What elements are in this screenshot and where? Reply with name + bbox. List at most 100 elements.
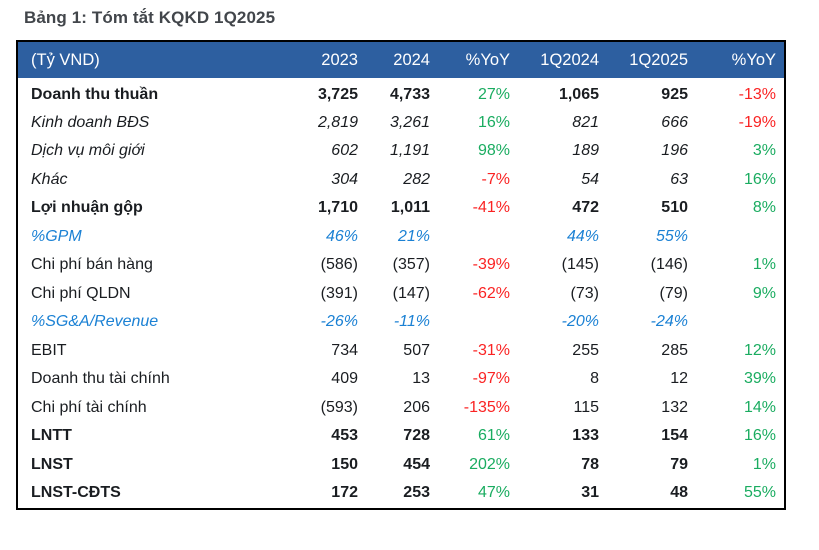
cell-value: 39% <box>743 370 776 388</box>
column-header-yoy-q: %YoY <box>688 42 784 82</box>
cell-value: 54 <box>581 170 599 188</box>
table-row: Doanh thu tài chính 409 13 -97% 8 12 39% <box>18 365 784 394</box>
cell-value: 925 <box>661 86 688 104</box>
table-title: Bảng 1: Tóm tắt KQKD 1Q2025 <box>24 8 276 27</box>
cell-value: 1,065 <box>558 86 599 104</box>
table-row: %SG&A/Revenue -26% -11% -20% -24% <box>18 308 784 337</box>
cell-value: 16% <box>743 170 776 188</box>
cell-value: 16% <box>743 427 776 445</box>
cell-value: 3% <box>752 142 776 160</box>
cell-value: 13 <box>412 370 430 388</box>
cell-value <box>688 223 784 252</box>
row-label: LNTT <box>31 427 72 445</box>
column-header-2024: 2024 <box>358 42 430 82</box>
cell-value: 61% <box>477 427 510 445</box>
row-label: Khác <box>31 170 68 188</box>
cell-value: -41% <box>472 199 510 217</box>
cell-value: 189 <box>572 142 599 160</box>
cell-value: (391) <box>320 284 358 302</box>
row-label: EBIT <box>31 341 67 359</box>
table-row: LNTT 453 728 61% 133 154 16% <box>18 422 784 451</box>
cell-value: 9% <box>752 284 776 302</box>
cell-value: 44% <box>566 227 599 245</box>
row-label: %SG&A/Revenue <box>31 313 159 331</box>
cell-value: (357) <box>392 256 430 274</box>
cell-value: 3,261 <box>389 113 430 131</box>
cell-value: -11% <box>393 313 430 331</box>
table-header: (Tỷ VND) 2023 2024 %YoY 1Q2024 1Q2025 %Y… <box>18 42 784 82</box>
cell-value: 8% <box>752 199 776 217</box>
cell-value: 3,725 <box>317 86 358 104</box>
cell-value: 16% <box>477 113 510 131</box>
cell-value <box>688 308 784 337</box>
table-row: Dịch vụ môi giới 602 1,191 98% 189 196 3… <box>18 137 784 166</box>
cell-value: -62% <box>472 284 510 302</box>
cell-value: 14% <box>743 398 776 416</box>
cell-value: (147) <box>392 284 430 302</box>
cell-value: 27% <box>477 86 510 104</box>
cell-value: -31% <box>472 341 510 359</box>
cell-value: 1,710 <box>317 199 358 217</box>
cell-value: (593) <box>320 398 358 416</box>
cell-value: 510 <box>661 199 688 217</box>
cell-value: -7% <box>481 170 510 188</box>
table-row: LNST-CĐTS 172 253 47% 31 48 55% <box>18 479 784 508</box>
row-label: Chi phí QLDN <box>31 284 131 302</box>
cell-value: 55% <box>655 227 688 245</box>
row-label: Dịch vụ môi giới <box>31 142 145 160</box>
cell-value: 2,819 <box>317 113 358 131</box>
table-row: Chi phí tài chính (593) 206 -135% 115 13… <box>18 394 784 423</box>
table-body: Doanh thu thuần 3,725 4,733 27% 1,065 92… <box>18 80 784 508</box>
table-row: EBIT 734 507 -31% 255 285 12% <box>18 337 784 366</box>
table-row: Kinh doanh BĐS 2,819 3,261 16% 821 666 -… <box>18 109 784 138</box>
cell-value: 285 <box>661 341 688 359</box>
kqkd-summary-table: (Tỷ VND) 2023 2024 %YoY 1Q2024 1Q2025 %Y… <box>18 42 784 508</box>
cell-value: 453 <box>331 427 358 445</box>
cell-value: 1% <box>752 256 776 274</box>
cell-value: (586) <box>320 256 358 274</box>
cell-value: -26% <box>320 313 358 331</box>
cell-value: -135% <box>463 398 510 416</box>
cell-value: -20% <box>561 313 599 331</box>
row-label: %GPM <box>31 227 82 245</box>
column-header-yoy: %YoY <box>430 42 510 82</box>
cell-value: 734 <box>331 341 358 359</box>
cell-value: 46% <box>325 227 358 245</box>
row-label: Doanh thu tài chính <box>31 370 170 388</box>
cell-value: -97% <box>472 370 510 388</box>
column-header-1q2024: 1Q2024 <box>510 42 599 82</box>
column-header-unit: (Tỷ VND) <box>18 42 268 82</box>
table-row: LNST 150 454 202% 78 79 1% <box>18 451 784 480</box>
cell-value: 150 <box>331 455 358 473</box>
cell-value: 409 <box>331 370 358 388</box>
summary-table-frame: (Tỷ VND) 2023 2024 %YoY 1Q2024 1Q2025 %Y… <box>16 40 786 510</box>
cell-value: 47% <box>477 484 510 502</box>
cell-value: 666 <box>661 113 688 131</box>
cell-value: 12% <box>743 341 776 359</box>
cell-value: 4,733 <box>389 86 430 104</box>
cell-value: 472 <box>572 199 599 217</box>
row-label: Chi phí tài chính <box>31 398 147 416</box>
row-label: Kinh doanh BĐS <box>31 113 150 131</box>
table-row: Lợi nhuận gộp 1,710 1,011 -41% 472 510 8… <box>18 194 784 223</box>
row-label: LNST <box>31 455 73 473</box>
cell-value: 8 <box>590 370 599 388</box>
cell-value: 154 <box>661 427 688 445</box>
table-row: Doanh thu thuần 3,725 4,733 27% 1,065 92… <box>18 80 784 109</box>
cell-value: 78 <box>581 455 599 473</box>
cell-value: 196 <box>661 142 688 160</box>
table-row: Chi phí bán hàng (586) (357) -39% (145) … <box>18 251 784 280</box>
cell-value: (79) <box>659 284 688 302</box>
cell-value: 206 <box>403 398 430 416</box>
table-row: Khác 304 282 -7% 54 63 16% <box>18 166 784 195</box>
cell-value: 79 <box>670 455 688 473</box>
cell-value: 304 <box>331 170 358 188</box>
cell-value: -39% <box>472 256 510 274</box>
header-row: (Tỷ VND) 2023 2024 %YoY 1Q2024 1Q2025 %Y… <box>18 42 784 82</box>
cell-value: 255 <box>572 341 599 359</box>
cell-value: 31 <box>581 484 599 502</box>
cell-value: 821 <box>572 113 599 131</box>
row-label: Chi phí bán hàng <box>31 256 153 274</box>
cell-value: 253 <box>403 484 430 502</box>
cell-value: (73) <box>570 284 599 302</box>
